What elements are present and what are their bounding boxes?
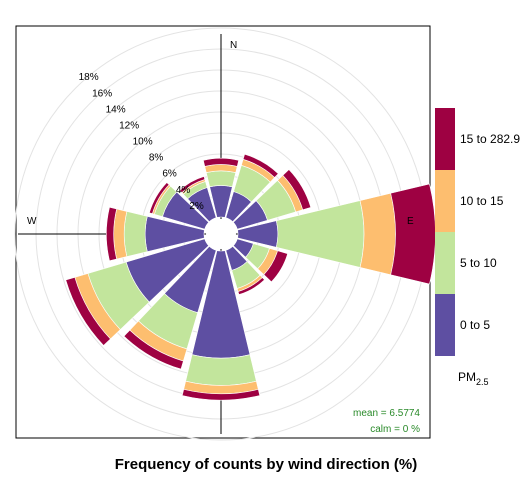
legend-swatch-0	[435, 108, 455, 170]
petal-300-15-to-282.9	[148, 182, 170, 215]
petal-120-15-to-282.9	[263, 250, 289, 283]
tick-label-16: 16%	[92, 88, 112, 99]
legend-swatch-3	[435, 294, 455, 356]
petal-150-15-to-282.9	[237, 277, 265, 295]
legend-title-sub: 2.5	[476, 377, 489, 387]
petal-90-15-to-282.9	[390, 183, 436, 285]
petal-270-15-to-282.9	[106, 206, 118, 262]
petal-180-15-to-282.9	[181, 389, 261, 401]
stat-calm: calm = 0 %	[370, 424, 420, 435]
petal-group	[65, 153, 436, 401]
legend-swatch-2	[435, 232, 455, 294]
petal-180-5-to-10	[185, 354, 257, 386]
direction-label-w: W	[27, 216, 37, 227]
direction-label-e: E	[407, 216, 414, 227]
tick-label-10: 10%	[133, 137, 153, 148]
calm-center	[206, 219, 236, 249]
legend-swatch-1	[435, 170, 455, 232]
legend-label-0: 15 to 282.9	[460, 132, 520, 146]
tick-label-4: 4%	[176, 185, 191, 196]
petal-60-15-to-282.9	[282, 169, 312, 211]
petal-210-15-to-282.9	[123, 329, 184, 370]
chart-title: Frequency of counts by wind direction (%…	[115, 456, 418, 473]
direction-label-n: N	[230, 40, 237, 51]
tick-label-14: 14%	[106, 104, 126, 115]
tick-label-12: 12%	[119, 121, 139, 132]
tick-label-2: 2%	[189, 201, 204, 212]
petal-330-15-to-282.9	[179, 176, 206, 194]
petal-0-15-to-282.9	[202, 157, 240, 167]
tick-label-18: 18%	[79, 72, 99, 83]
petal-0-5-to-10	[205, 170, 237, 188]
radial-tick-labels: 2% 4% 6% 8% 10% 12% 14% 16% 18%	[79, 72, 204, 212]
legend-label-1: 10 to 15	[460, 194, 504, 208]
tick-label-8: 8%	[149, 153, 164, 164]
legend-title-main: PM	[458, 370, 476, 384]
tick-label-6: 6%	[162, 169, 177, 180]
petal-240-15-to-282.9	[65, 276, 111, 346]
legend-label-3: 0 to 5	[460, 318, 490, 332]
legend: 15 to 282.9 10 to 15 5 to 10 0 to 5	[435, 108, 520, 356]
stat-mean: mean = 6.5774	[353, 408, 420, 419]
petal-90-10-to-15	[359, 192, 396, 276]
legend-title: PM2.5	[458, 370, 489, 387]
legend-label-2: 5 to 10	[460, 256, 497, 270]
petal-270-5-to-10	[123, 211, 148, 257]
petal-30-15-to-282.9	[242, 153, 279, 178]
